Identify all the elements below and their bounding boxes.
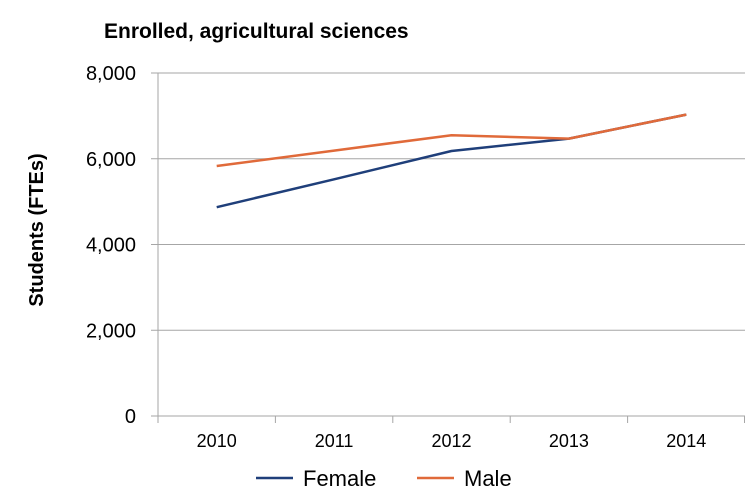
legend-label-male: Male xyxy=(464,466,512,491)
y-axis-ticks: 0 2,000 4,000 6,000 8,000 xyxy=(86,63,158,428)
chart-title: Enrolled, agricultural sciences xyxy=(104,20,409,43)
x-tick-label: 2014 xyxy=(666,431,706,451)
y-tick-label: 8,000 xyxy=(86,63,136,85)
series-line-male xyxy=(216,113,687,168)
x-tick-label: 2012 xyxy=(431,431,471,451)
x-tick-label: 2013 xyxy=(549,431,589,451)
legend-label-female: Female xyxy=(303,466,376,491)
gridlines xyxy=(158,72,745,331)
y-tick-label: 0 xyxy=(125,406,136,428)
y-tick-label: 2,000 xyxy=(86,320,136,342)
y-axis-label: Students (FTEs) xyxy=(26,153,48,306)
series-lines xyxy=(216,113,687,209)
y-tick-label: 4,000 xyxy=(86,235,136,257)
y-tick-label: 6,000 xyxy=(86,149,136,171)
x-axis-ticks: 2010 2011 2012 2013 2014 xyxy=(157,416,745,451)
legend: Female Male xyxy=(256,466,512,491)
x-tick-label: 2011 xyxy=(315,431,354,451)
x-tick-label: 2010 xyxy=(197,431,237,451)
